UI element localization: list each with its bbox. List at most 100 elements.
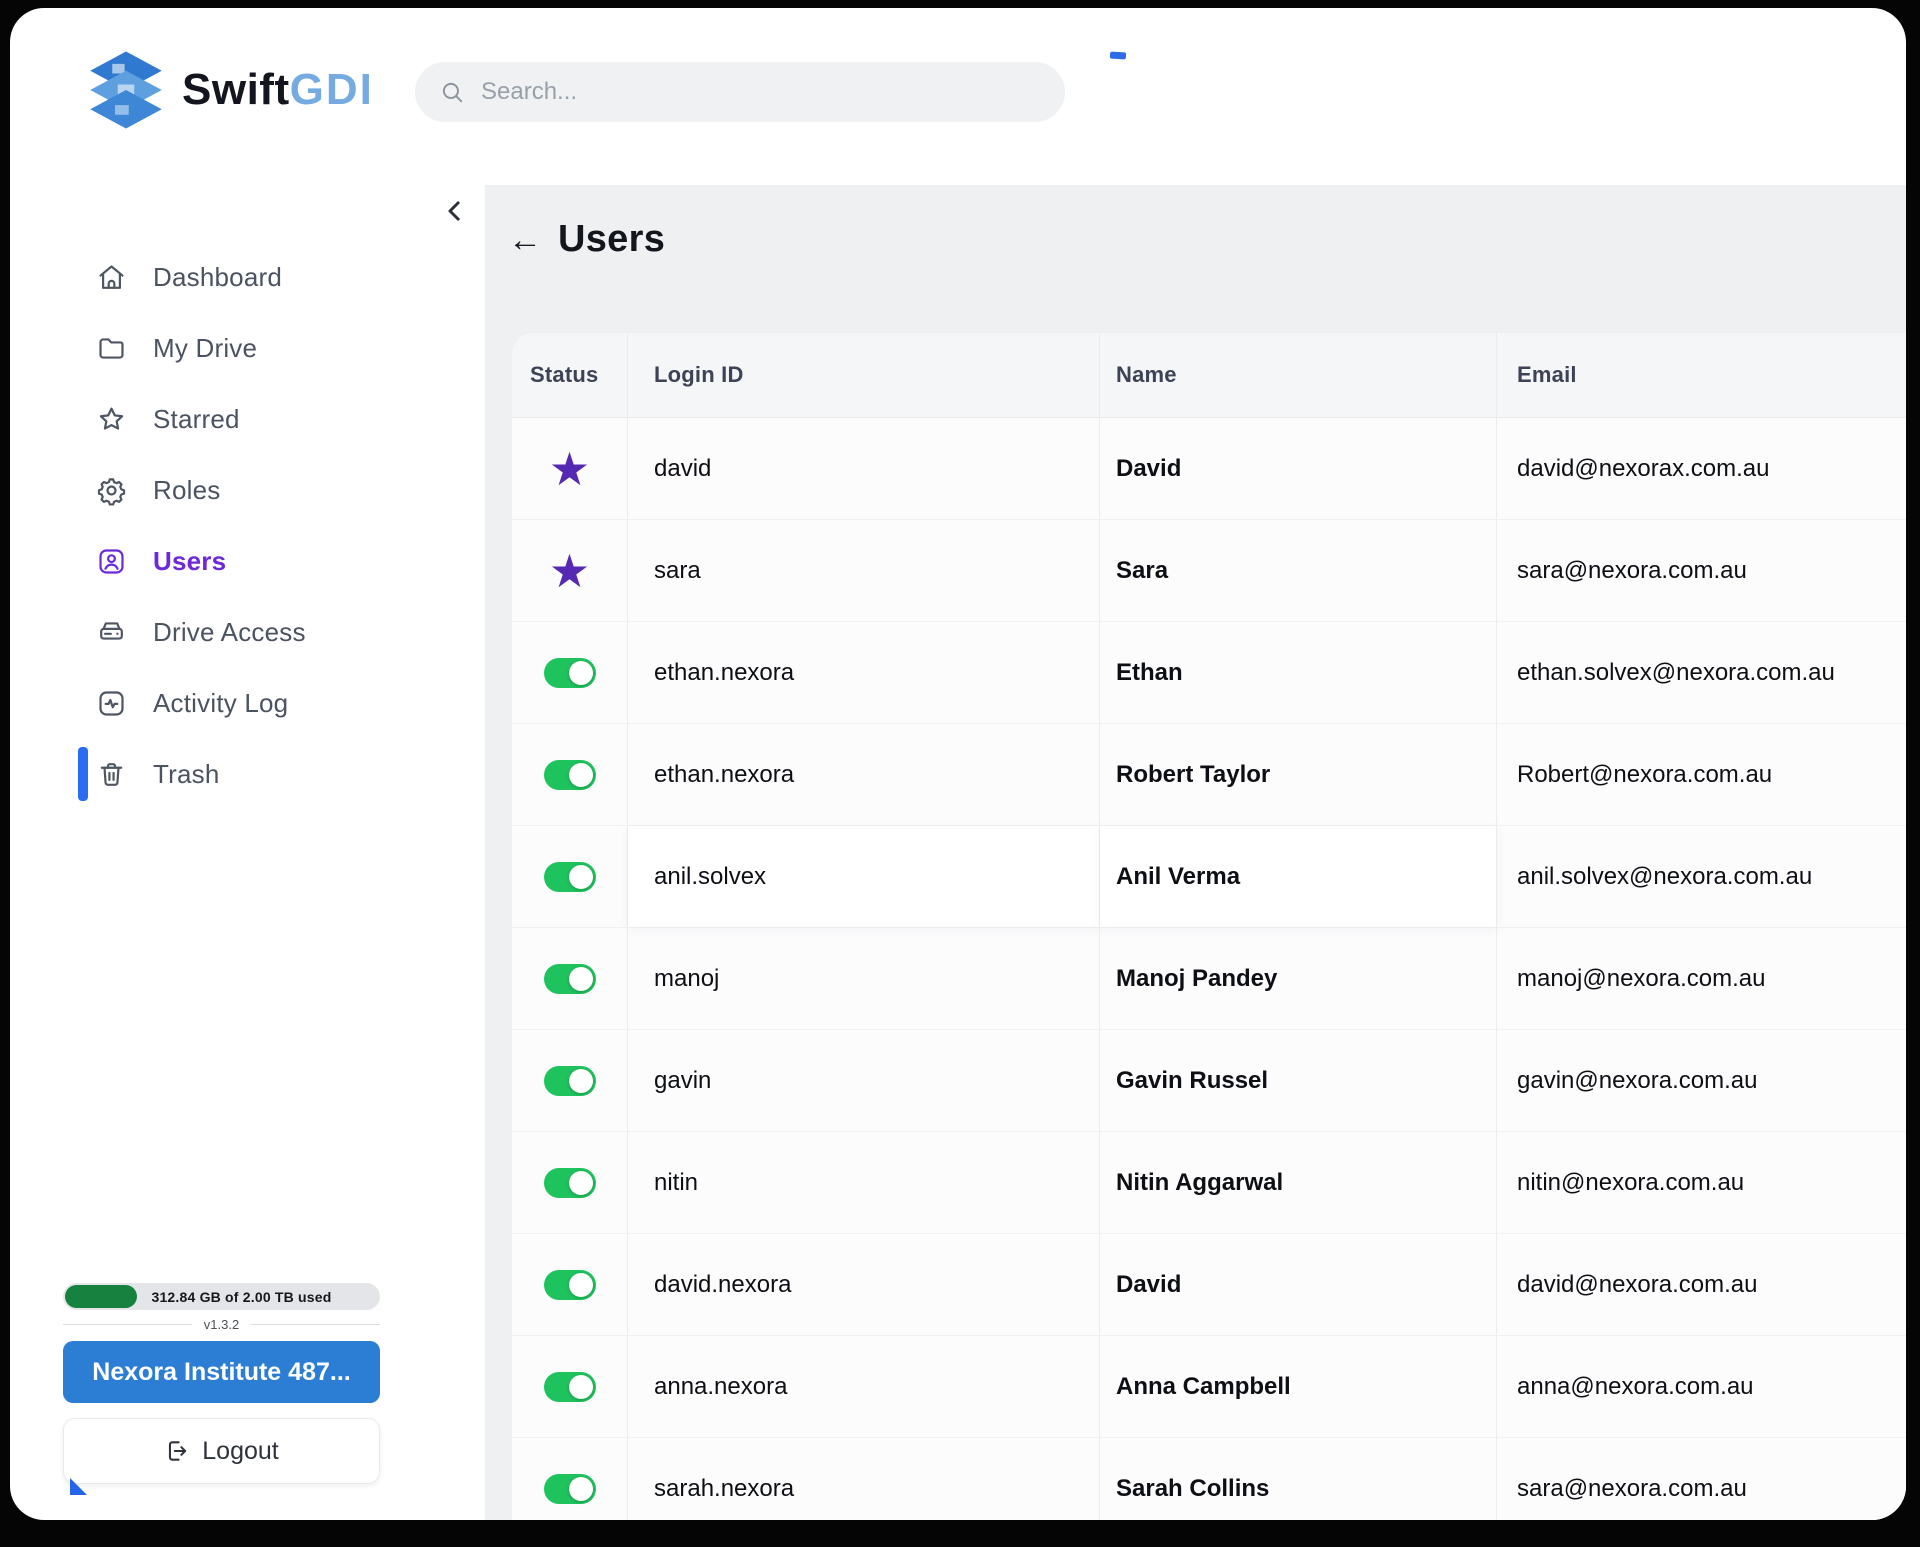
email-cell: sara@nexora.com.au xyxy=(1497,520,1906,621)
status-toggle[interactable] xyxy=(544,760,596,790)
email-cell: ethan.solvex@nexora.com.au xyxy=(1497,622,1906,723)
login-id-cell: sara xyxy=(628,520,1100,621)
status-toggle[interactable] xyxy=(544,1066,596,1096)
status-cell xyxy=(512,724,628,825)
login-id-cell: ethan.nexora xyxy=(628,622,1100,723)
status-toggle[interactable] xyxy=(544,1168,596,1198)
trash-icon xyxy=(96,759,127,790)
name-cell: Anil Verma xyxy=(1100,826,1497,927)
table-row[interactable]: manojManoj Pandeymanoj@nexora.com.au xyxy=(512,928,1906,1030)
login-id-cell: david.nexora xyxy=(628,1234,1100,1335)
home-icon xyxy=(96,262,127,293)
status-toggle[interactable] xyxy=(544,1270,596,1300)
table-row[interactable]: david.nexoraDaviddavid@nexora.com.au xyxy=(512,1234,1906,1336)
status-toggle[interactable] xyxy=(544,862,596,892)
folder-icon xyxy=(96,333,127,364)
table-row[interactable]: ★davidDaviddavid@nexorax.com.au xyxy=(512,418,1906,520)
table-row[interactable]: ethan.nexoraRobert TaylorRobert@nexora.c… xyxy=(512,724,1906,826)
activity-icon xyxy=(96,688,127,719)
brand-swift: Swift xyxy=(182,65,290,114)
organization-button-label: Nexora Institute 487... xyxy=(92,1358,350,1387)
column-header-email: Email xyxy=(1497,333,1906,417)
login-id-cell: gavin xyxy=(628,1030,1100,1131)
sidebar-item-users[interactable]: Users xyxy=(10,526,485,597)
user-square-icon xyxy=(96,546,127,577)
name-cell: Anna Campbell xyxy=(1100,1336,1497,1437)
email-cell: sara@nexora.com.au xyxy=(1497,1438,1906,1520)
search-input[interactable]: Search... xyxy=(415,62,1065,122)
table-row[interactable]: sarah.nexoraSarah Collinssara@nexora.com… xyxy=(512,1438,1906,1520)
column-header-login-id: Login ID xyxy=(628,333,1100,417)
drive-icon xyxy=(96,617,127,648)
brand-name: SwiftGDI xyxy=(182,65,374,115)
status-cell xyxy=(512,1030,628,1131)
sidebar-item-label: Activity Log xyxy=(153,688,288,719)
sidebar-item-roles[interactable]: Roles xyxy=(10,455,485,526)
sidebar-collapse-button[interactable] xyxy=(440,196,470,226)
status-toggle[interactable] xyxy=(544,658,596,688)
search-placeholder: Search... xyxy=(481,78,577,106)
app-logo: SwiftGDI xyxy=(82,50,374,130)
sidebar-item-label: Roles xyxy=(153,475,220,506)
starred-status-icon[interactable]: ★ xyxy=(549,548,590,594)
sidebar-item-activity-log[interactable]: Activity Log xyxy=(10,668,485,739)
table-body: ★davidDaviddavid@nexorax.com.au★saraSara… xyxy=(512,418,1906,1520)
login-id-cell: anil.solvex xyxy=(628,826,1100,927)
table-row[interactable]: ★ saraSarasara@nexora.com.au xyxy=(512,520,1906,622)
storage-label: 312.84 GB of 2.00 TB used xyxy=(63,1283,380,1310)
status-cell xyxy=(512,1438,628,1520)
sidebar-nav: Dashboard My Drive Starred Roles UsersDrive … xyxy=(10,242,485,810)
sidebar-item-drive-access[interactable]: Drive Access xyxy=(10,597,485,668)
logout-icon xyxy=(164,1438,190,1464)
table-row[interactable]: nitinNitin Aggarwalnitin@nexora.com.au xyxy=(512,1132,1906,1234)
logout-button[interactable]: Logout xyxy=(63,1418,380,1484)
column-header-name: Name xyxy=(1100,333,1497,417)
table-row[interactable]: ethan.nexoraEthanethan.solvex@nexora.com… xyxy=(512,622,1906,724)
logout-label: Logout xyxy=(202,1437,278,1466)
page-title: Users xyxy=(558,218,665,261)
email-cell: manoj@nexora.com.au xyxy=(1497,928,1906,1029)
starred-status-icon[interactable]: ★ xyxy=(549,446,590,492)
chevron-left-icon xyxy=(440,196,470,226)
name-cell: Sara xyxy=(1100,520,1497,621)
email-cell: anil.solvex@nexora.com.au xyxy=(1497,826,1906,927)
status-cell xyxy=(512,1132,628,1233)
status-cell xyxy=(512,826,628,927)
storage-meter: 312.84 GB of 2.00 TB used xyxy=(63,1283,380,1310)
name-cell: David xyxy=(1100,418,1497,519)
status-toggle[interactable] xyxy=(544,1372,596,1402)
status-cell: ★ xyxy=(512,418,628,519)
name-cell: Ethan xyxy=(1100,622,1497,723)
email-cell: gavin@nexora.com.au xyxy=(1497,1030,1906,1131)
email-cell: nitin@nexora.com.au xyxy=(1497,1132,1906,1233)
search-icon xyxy=(439,79,465,105)
login-id-cell: manoj xyxy=(628,928,1100,1029)
sidebar-item-dashboard[interactable]: Dashboard xyxy=(10,242,485,313)
cursor-artifact xyxy=(1110,51,1126,59)
sidebar-item-starred[interactable]: Starred xyxy=(10,384,485,455)
organization-button[interactable]: Nexora Institute 487... xyxy=(63,1341,380,1403)
name-cell: Sarah Collins xyxy=(1100,1438,1497,1520)
version-label: v1.3.2 xyxy=(204,1317,239,1332)
status-cell: ★ xyxy=(512,520,628,621)
sidebar-item-label: Trash xyxy=(153,759,220,790)
sidebar-item-label: My Drive xyxy=(153,333,257,364)
sidebar-item-label: Dashboard xyxy=(153,262,282,293)
sidebar-scroll-indicator[interactable] xyxy=(78,747,88,801)
table-row[interactable]: gavinGavin Russelgavin@nexora.com.au xyxy=(512,1030,1906,1132)
status-cell xyxy=(512,1234,628,1335)
status-toggle[interactable] xyxy=(544,1474,596,1504)
table-row[interactable]: anil.solvexAnil Vermaanil.solvex@nexora.… xyxy=(512,826,1906,928)
divider xyxy=(63,1324,192,1325)
brand-layers-icon xyxy=(82,50,170,130)
users-table: Status Login ID Name Email ★davidDavidda… xyxy=(512,333,1906,1520)
status-cell xyxy=(512,1336,628,1437)
star-icon xyxy=(96,404,127,435)
sidebar-item-my-drive[interactable]: My Drive xyxy=(10,313,485,384)
back-button[interactable]: ← xyxy=(508,223,542,257)
name-cell: Nitin Aggarwal xyxy=(1100,1132,1497,1233)
name-cell: David xyxy=(1100,1234,1497,1335)
table-row[interactable]: anna.nexoraAnna Campbellanna@nexora.com.… xyxy=(512,1336,1906,1438)
login-id-cell: david xyxy=(628,418,1100,519)
status-toggle[interactable] xyxy=(544,964,596,994)
